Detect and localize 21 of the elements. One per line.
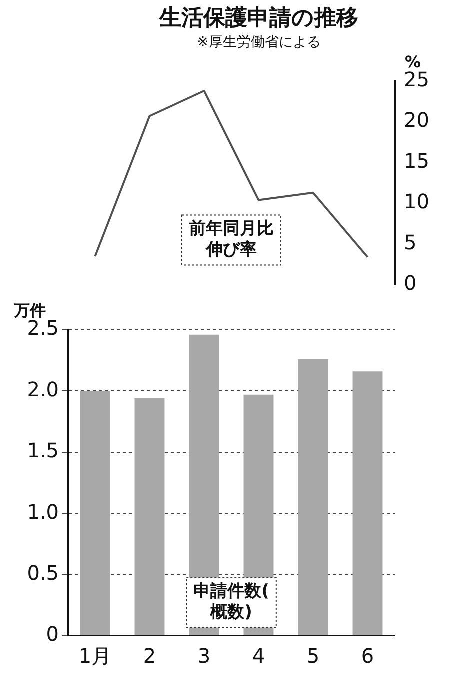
y-tick-label: 5 bbox=[404, 230, 417, 254]
y-tick-label: 0.5 bbox=[27, 561, 59, 586]
y-tick-label: 2.0 bbox=[27, 377, 59, 402]
y-tick-label: 1.5 bbox=[27, 438, 59, 463]
x-tick-label: 5 bbox=[306, 644, 320, 668]
chart-title: 生活保護申請の推移 bbox=[158, 6, 358, 31]
y-tick-label: 20 bbox=[404, 108, 430, 132]
y-tick-label: 15 bbox=[404, 148, 430, 173]
annotation: 前年同月比伸び率 bbox=[188, 219, 274, 260]
x-tick-label: 1月 bbox=[78, 644, 112, 668]
y-tick-label: 1.0 bbox=[27, 500, 59, 524]
x-tick-label: 6 bbox=[361, 644, 374, 668]
x-tick-label: 4 bbox=[252, 644, 266, 668]
annotation: 申請件数(概数) bbox=[194, 582, 270, 623]
y-axis-title: 万件 bbox=[13, 301, 46, 320]
x-tick-label: 3 bbox=[198, 644, 211, 668]
y-tick-label: 0 bbox=[46, 622, 59, 646]
y-tick-label: 10 bbox=[404, 190, 430, 214]
x-tick-label: 2 bbox=[143, 644, 156, 668]
chart-subtitle: ※厚生労働省による bbox=[197, 34, 321, 50]
y-tick-label: 0 bbox=[404, 271, 417, 296]
